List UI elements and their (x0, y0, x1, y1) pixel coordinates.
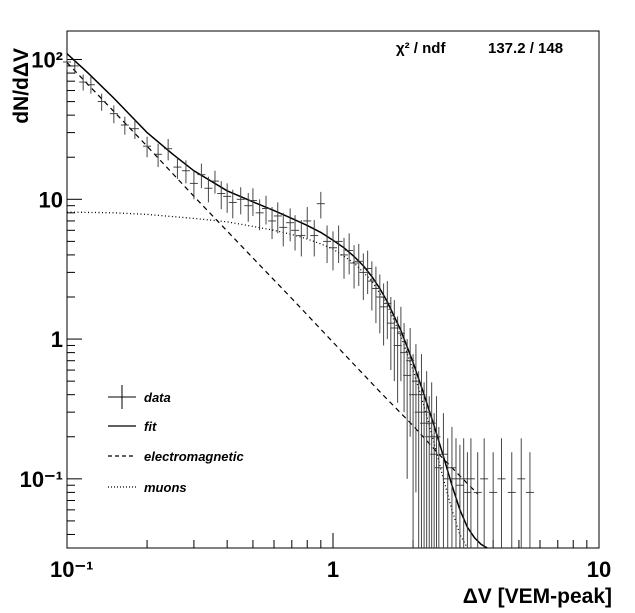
y-tick-label: 10 (39, 187, 63, 212)
data-point (371, 266, 380, 324)
data-point (63, 54, 71, 71)
data-point (375, 274, 384, 334)
data-point (286, 208, 295, 242)
data-point (354, 243, 363, 286)
legend-label-muons: muons (144, 480, 187, 495)
plot-frame (66, 30, 600, 549)
data-point (255, 199, 264, 231)
data-point (489, 452, 498, 548)
data-point (340, 237, 349, 279)
y-tick-label: 1 (51, 327, 63, 352)
data-point (525, 452, 534, 548)
legend-label-electromagnetic: electromagnetic (144, 449, 244, 464)
data-point (181, 160, 190, 184)
x-tick-label: 10⁻¹ (50, 557, 93, 582)
data-point (248, 188, 257, 216)
data-point (86, 76, 95, 94)
data-point (473, 452, 482, 548)
data-point (303, 207, 312, 239)
data-point (434, 426, 443, 548)
data-point (480, 438, 489, 548)
data-point (439, 413, 448, 548)
data-point (323, 225, 332, 264)
data-point (268, 207, 277, 239)
legend-label-fit: fit (144, 419, 157, 434)
data-point (279, 212, 288, 247)
data-point (210, 170, 219, 194)
data-point (459, 438, 468, 548)
legend-entry-fit: fit (108, 419, 157, 434)
x-tick-label: 10 (587, 557, 611, 582)
data-point (217, 181, 226, 210)
data-point (345, 233, 354, 275)
data-point (291, 215, 300, 251)
legend-entry-electromagnetic: electromagnetic (108, 449, 244, 464)
legend-entry-data: data (108, 385, 171, 409)
data-point (228, 189, 237, 219)
data-point (390, 300, 399, 382)
chi2-label: χ² / ndf (396, 40, 446, 57)
data-point (334, 225, 343, 264)
y-tick-label: 10⁻¹ (20, 467, 63, 492)
data-point (244, 192, 253, 222)
legend: data fit electromagnetic muons (108, 385, 244, 495)
data-point (154, 143, 163, 168)
legend-entry-muons: muons (108, 480, 187, 495)
data-point (363, 250, 372, 295)
data-point (447, 426, 456, 548)
series-electromagnetic (66, 62, 479, 495)
data-point (443, 438, 452, 548)
data-point (379, 283, 388, 346)
chi2-value: 137.2 / 148 (488, 40, 563, 57)
data-point (507, 452, 516, 548)
data-point (359, 253, 368, 301)
data-point (393, 316, 402, 403)
data-point (70, 58, 79, 74)
data-point (367, 261, 376, 311)
data-point (204, 176, 213, 203)
data-point (273, 202, 282, 234)
data-point (383, 281, 392, 340)
data-point (310, 220, 319, 257)
data-point (130, 119, 139, 140)
data-point (451, 438, 460, 548)
data-point (455, 444, 464, 548)
data-point (223, 183, 232, 213)
data-point (396, 306, 405, 382)
data-points (63, 54, 534, 548)
data-point (386, 296, 395, 371)
data-point (97, 93, 106, 111)
data-point (143, 136, 152, 158)
data-point (79, 74, 88, 91)
data-point (173, 157, 182, 179)
data-point (297, 220, 306, 257)
series-muons (66, 211, 468, 549)
data-point (466, 438, 475, 548)
y-axis-title: dN/dΔV (10, 48, 33, 124)
x-axis-title: ΔV [VEM-peak] (463, 585, 612, 608)
data-point (197, 163, 206, 189)
data-point (109, 105, 118, 124)
data-point (497, 438, 506, 548)
x-tick-label: 1 (327, 557, 339, 582)
data-point (189, 170, 198, 200)
tick-labels: 10⁻¹ 1 10 10⁻¹ 1 10 10² (20, 48, 612, 582)
data-point (517, 438, 526, 548)
data-point (120, 116, 129, 135)
data-point (262, 195, 271, 225)
data-point (350, 245, 359, 289)
data-point (236, 187, 245, 215)
legend-label-data: data (144, 390, 171, 405)
stats-box: χ² / ndf 137.2 / 148 (396, 40, 563, 57)
data-point (316, 191, 325, 219)
data-point (463, 452, 472, 548)
data-point (164, 139, 173, 161)
y-tick-label: 10² (31, 48, 63, 73)
data-point (329, 231, 337, 271)
